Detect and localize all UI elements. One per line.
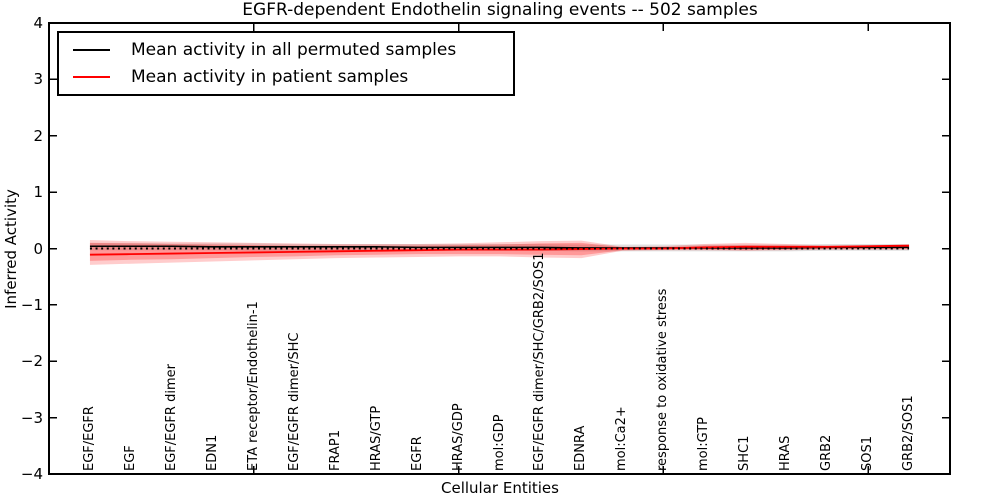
entity-label: HRAS/GDP <box>450 403 466 471</box>
entity-label: GRB2/SOS1 <box>901 395 917 471</box>
y-tick-label: 4 <box>33 14 43 32</box>
entity-label: HRAS/GTP <box>368 405 384 471</box>
y-tick-label: −3 <box>20 408 43 427</box>
entity-label: response to oxidative stress <box>655 288 671 471</box>
y-tick-label: 0 <box>33 239 43 258</box>
legend-entry-permuted: Mean activity in all permuted samples <box>73 40 503 60</box>
entity-label: mol:GTP <box>696 417 712 471</box>
entity-label: EGFR <box>409 436 425 471</box>
permuted-line-swatch-icon <box>73 49 110 52</box>
y-tick-label: −1 <box>20 295 43 314</box>
permuted-mean-line <box>89 245 910 249</box>
entity-label: SHC1 <box>737 435 753 471</box>
entity-label: HRAS <box>778 435 794 471</box>
entity-label: FRAP1 <box>327 430 343 471</box>
entity-label: EDN1 <box>204 434 220 471</box>
entity-label: EDNRA <box>573 425 589 471</box>
entity-label: GRB2 <box>819 434 835 471</box>
x-axis-title: Cellular Entities <box>441 479 559 497</box>
entity-label: EGF/EGFR dimer/SHC/GRB2/SOS1 <box>532 252 548 472</box>
y-axis-title: Inferred Activity <box>2 189 20 309</box>
patient-line-swatch-icon <box>73 75 110 78</box>
legend: Mean activity in all permuted samples Me… <box>57 31 515 96</box>
y-tick-label: −4 <box>20 465 43 483</box>
chart-title: EGFR-dependent Endothelin signaling even… <box>242 0 758 20</box>
entity-label: mol:Ca2+ <box>614 406 630 471</box>
y-tick-label: 1 <box>33 183 43 202</box>
entity-label: EGF/EGFR <box>81 406 97 471</box>
legend-label-patient: Mean activity in patient samples <box>131 66 409 87</box>
legend-label-permuted: Mean activity in all permuted samples <box>131 40 457 61</box>
y-tick-label: −2 <box>20 352 43 371</box>
entity-label: EGF/EGFR dimer/SHC <box>286 332 302 471</box>
entity-label: EGF <box>122 445 138 471</box>
legend-entry-patient: Mean activity in patient samples <box>73 67 503 87</box>
entity-label: mol:GDP <box>491 414 507 471</box>
y-tick-label: 3 <box>33 70 43 89</box>
entity-label: EGF/EGFR dimer <box>163 364 179 471</box>
entity-label: ETA receptor/Endothelin-1 <box>245 301 261 471</box>
y-tick-label: 2 <box>33 126 43 145</box>
entity-label: SOS1 <box>860 435 876 471</box>
patient-mean-line <box>89 244 910 256</box>
